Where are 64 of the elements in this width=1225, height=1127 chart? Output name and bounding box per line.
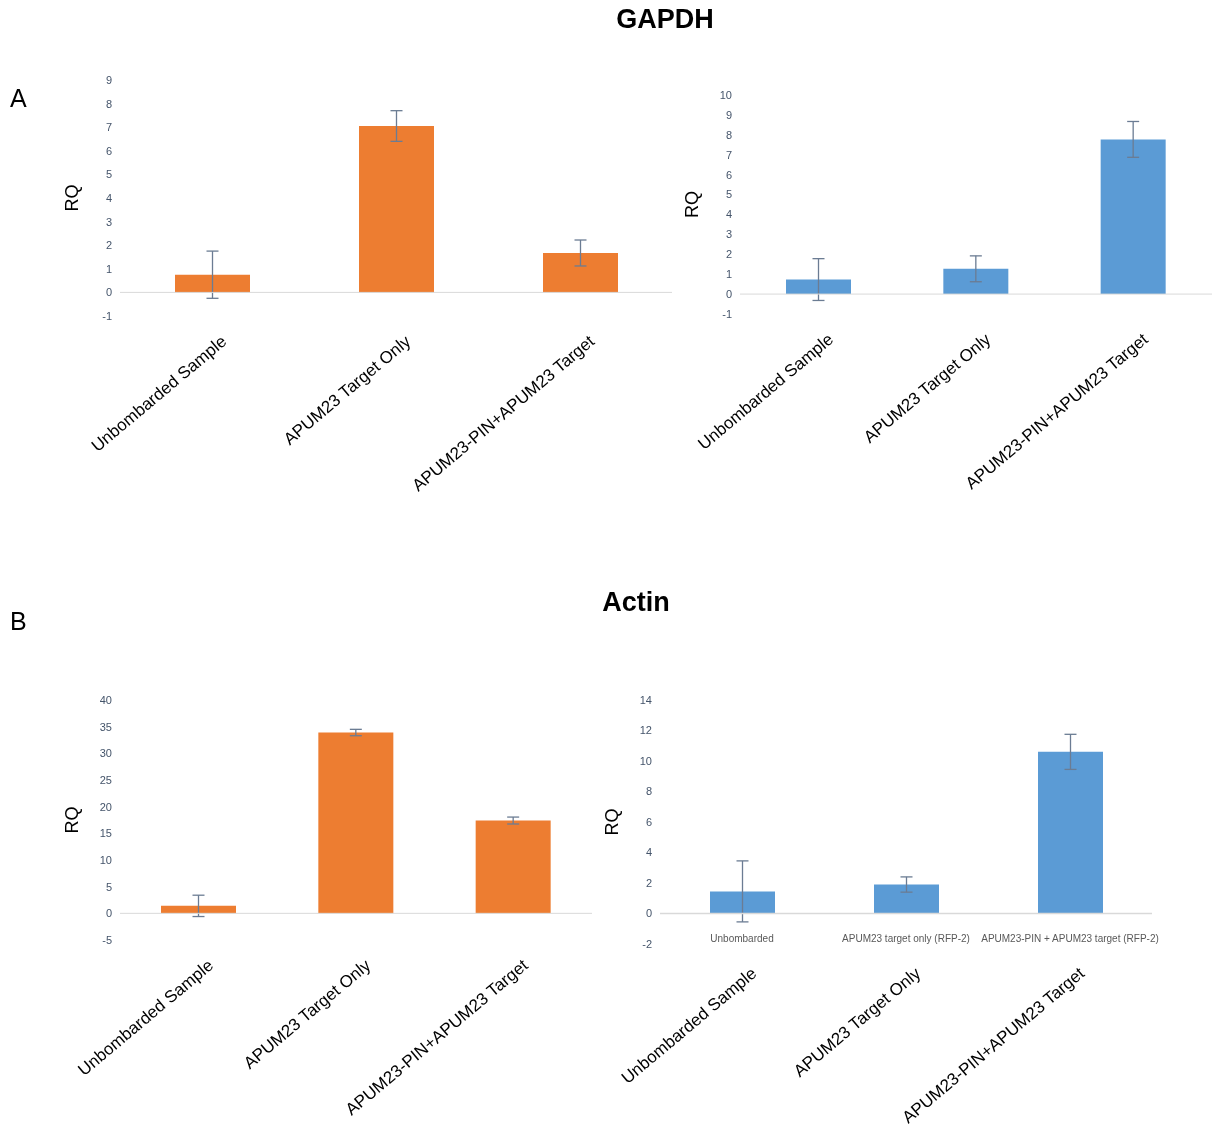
y-tick-label: 9 (725, 108, 732, 121)
y-tick-label: 30 (99, 747, 112, 760)
y-tick-label: 10 (99, 853, 112, 866)
bar (543, 252, 618, 293)
annotation: APUM23-PIN + APUM23 target (RFP-2) (981, 933, 1159, 944)
y-tick-label: 12 (639, 724, 652, 737)
y-tick-label: 35 (99, 720, 112, 733)
y-tick-label: 0 (105, 286, 112, 299)
y-tick-label: 8 (645, 785, 652, 798)
bar (1038, 751, 1103, 914)
y-tick-label: 0 (725, 288, 732, 300)
bar (475, 820, 551, 914)
y-tick-label: -2 (642, 937, 652, 950)
bar (710, 891, 775, 914)
y-tick-label: 25 (99, 773, 112, 786)
y-tick-label: 0 (105, 907, 112, 920)
y-tick-label: -5 (102, 933, 112, 946)
y-axis-title: RQ (62, 184, 83, 212)
annotation: Unbombarded (710, 933, 774, 944)
y-tick-label: 0 (645, 907, 652, 920)
y-tick-label: 1 (105, 262, 112, 275)
chart-title: Actin (601, 587, 671, 618)
y-tick-label: -1 (722, 307, 732, 320)
y-tick-label: 5 (725, 188, 732, 201)
y-axis-title: RQ (62, 806, 83, 834)
y-tick-label: 10 (719, 88, 732, 101)
y-tick-label: 1 (725, 268, 732, 281)
bar (175, 274, 250, 293)
bar (318, 732, 394, 914)
bar (161, 905, 236, 914)
bar (359, 126, 434, 293)
bar (874, 884, 939, 914)
y-tick-label: 4 (725, 208, 732, 221)
y-tick-label: 15 (99, 827, 112, 840)
y-tick-label: 2 (645, 876, 652, 889)
y-tick-label: 4 (105, 191, 112, 204)
y-tick-label: -1 (102, 309, 112, 322)
y-tick-label: 4 (645, 846, 652, 859)
y-axis-title: RQ (682, 191, 703, 218)
y-tick-label: 2 (725, 248, 732, 261)
y-tick-label: 8 (725, 128, 732, 141)
y-tick-label: 6 (105, 144, 112, 157)
y-tick-label: 9 (105, 73, 112, 86)
y-tick-label: 5 (105, 880, 112, 893)
chart-title: GAPDH (615, 4, 715, 35)
y-tick-label: 14 (639, 693, 652, 706)
bar (943, 268, 1009, 295)
y-tick-label: 7 (725, 148, 732, 161)
y-tick-label: 5 (105, 168, 112, 181)
y-tick-label: 3 (105, 215, 112, 228)
y-tick-label: 7 (105, 121, 112, 134)
y-axis-title: RQ (602, 808, 623, 836)
y-tick-label: 40 (99, 693, 112, 706)
text: A (10, 84, 27, 113)
text: B (10, 607, 27, 636)
y-tick-label: 3 (725, 228, 732, 241)
y-tick-label: 8 (105, 97, 112, 110)
bar (1100, 139, 1166, 295)
y-tick-label: 10 (639, 754, 652, 767)
annotation: APUM23 target only (RFP-2) (842, 933, 970, 944)
y-tick-label: 6 (645, 815, 652, 828)
y-tick-label: 20 (99, 800, 112, 813)
y-tick-label: 2 (105, 239, 112, 252)
y-tick-label: 6 (725, 168, 732, 181)
